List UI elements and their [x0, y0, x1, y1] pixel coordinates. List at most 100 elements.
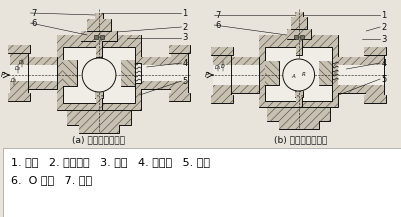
Bar	[140, 57, 170, 89]
Bar	[8, 45, 29, 53]
Bar	[363, 95, 385, 103]
Text: 2: 2	[182, 23, 187, 31]
Bar	[278, 121, 318, 129]
Bar	[96, 98, 102, 110]
Bar	[8, 93, 29, 101]
Bar	[213, 51, 231, 99]
Text: (a) 球前密封式球阀: (a) 球前密封式球阀	[71, 135, 124, 145]
Bar	[8, 93, 29, 101]
Bar	[81, 31, 117, 41]
Bar	[10, 49, 27, 97]
Text: 6: 6	[215, 20, 220, 30]
Bar	[231, 57, 258, 93]
Bar	[290, 17, 306, 29]
Bar	[95, 13, 103, 37]
Bar	[140, 57, 170, 89]
Bar	[294, 12, 302, 35]
Bar	[67, 110, 130, 125]
Bar	[81, 31, 117, 41]
Bar	[27, 57, 57, 89]
Bar	[264, 61, 278, 85]
Text: $D_3$: $D_3$	[10, 77, 17, 85]
Bar	[363, 95, 385, 103]
Bar	[213, 65, 231, 85]
Bar	[10, 49, 27, 97]
Text: (b) 球后密封式球阀: (b) 球后密封式球阀	[273, 135, 326, 145]
Bar	[87, 19, 111, 31]
Bar	[211, 47, 233, 55]
Text: 5: 5	[182, 77, 187, 85]
Bar	[134, 63, 140, 83]
Bar	[299, 35, 303, 39]
Text: 3: 3	[182, 33, 187, 43]
Text: P: P	[0, 72, 5, 78]
Bar	[95, 92, 103, 98]
Bar	[318, 61, 332, 85]
Bar	[294, 91, 302, 97]
Text: 6: 6	[31, 18, 37, 28]
Bar	[96, 41, 102, 57]
Bar	[365, 65, 383, 85]
Text: 2: 2	[380, 23, 385, 31]
Bar	[338, 57, 365, 93]
Bar	[231, 65, 258, 85]
Text: $D_1$: $D_1$	[214, 64, 221, 72]
Circle shape	[282, 59, 314, 91]
Bar	[94, 35, 98, 39]
Bar	[63, 60, 77, 86]
Text: 1. 球体   2. 活动套筒   3. 弹簧   4. 密封座   5. 轴承: 1. 球体 2. 活动套筒 3. 弹簧 4. 密封座 5. 轴承	[10, 157, 209, 167]
Bar	[95, 13, 103, 37]
Bar	[294, 91, 302, 97]
Bar	[286, 29, 310, 39]
Text: 1: 1	[380, 10, 385, 20]
Bar	[286, 29, 310, 39]
Bar	[57, 35, 140, 110]
Bar	[95, 92, 103, 98]
Bar	[168, 93, 190, 101]
Bar	[121, 60, 134, 86]
Bar	[121, 60, 134, 86]
Text: 4: 4	[182, 59, 187, 67]
Text: 6.  O 形圈   7. 压盖: 6. O 形圈 7. 压盖	[10, 175, 91, 185]
Text: 5: 5	[380, 74, 385, 84]
Bar	[140, 65, 170, 81]
Bar	[213, 51, 231, 99]
Bar	[365, 51, 383, 99]
Bar	[168, 45, 190, 53]
Bar	[63, 60, 77, 86]
Bar	[258, 35, 338, 107]
Bar	[365, 51, 383, 99]
Bar	[67, 110, 130, 125]
Bar	[294, 12, 302, 35]
Text: A: A	[290, 74, 294, 79]
Text: 7: 7	[31, 8, 37, 18]
Bar	[79, 125, 119, 133]
Bar	[264, 47, 332, 101]
Bar	[79, 125, 119, 133]
Text: P: P	[205, 72, 209, 78]
Bar	[363, 47, 385, 55]
Bar	[170, 65, 188, 81]
Bar	[266, 107, 330, 121]
Text: 1: 1	[182, 8, 187, 18]
Bar	[295, 39, 301, 55]
Bar	[91, 68, 107, 82]
Text: 3: 3	[380, 35, 385, 43]
Text: $D_2$: $D_2$	[14, 64, 21, 73]
Bar	[211, 95, 233, 103]
Bar	[295, 97, 301, 107]
Bar	[258, 35, 338, 107]
Bar	[96, 41, 102, 57]
Bar	[57, 35, 140, 110]
Circle shape	[82, 58, 115, 92]
Text: R: R	[301, 71, 305, 77]
Bar	[264, 61, 278, 85]
Bar	[96, 98, 102, 110]
Bar	[87, 19, 111, 31]
Bar	[293, 35, 297, 39]
Text: 4: 4	[380, 59, 385, 67]
Bar	[168, 93, 190, 101]
Bar	[3, 148, 401, 217]
Bar	[363, 47, 385, 55]
Bar	[63, 47, 134, 103]
